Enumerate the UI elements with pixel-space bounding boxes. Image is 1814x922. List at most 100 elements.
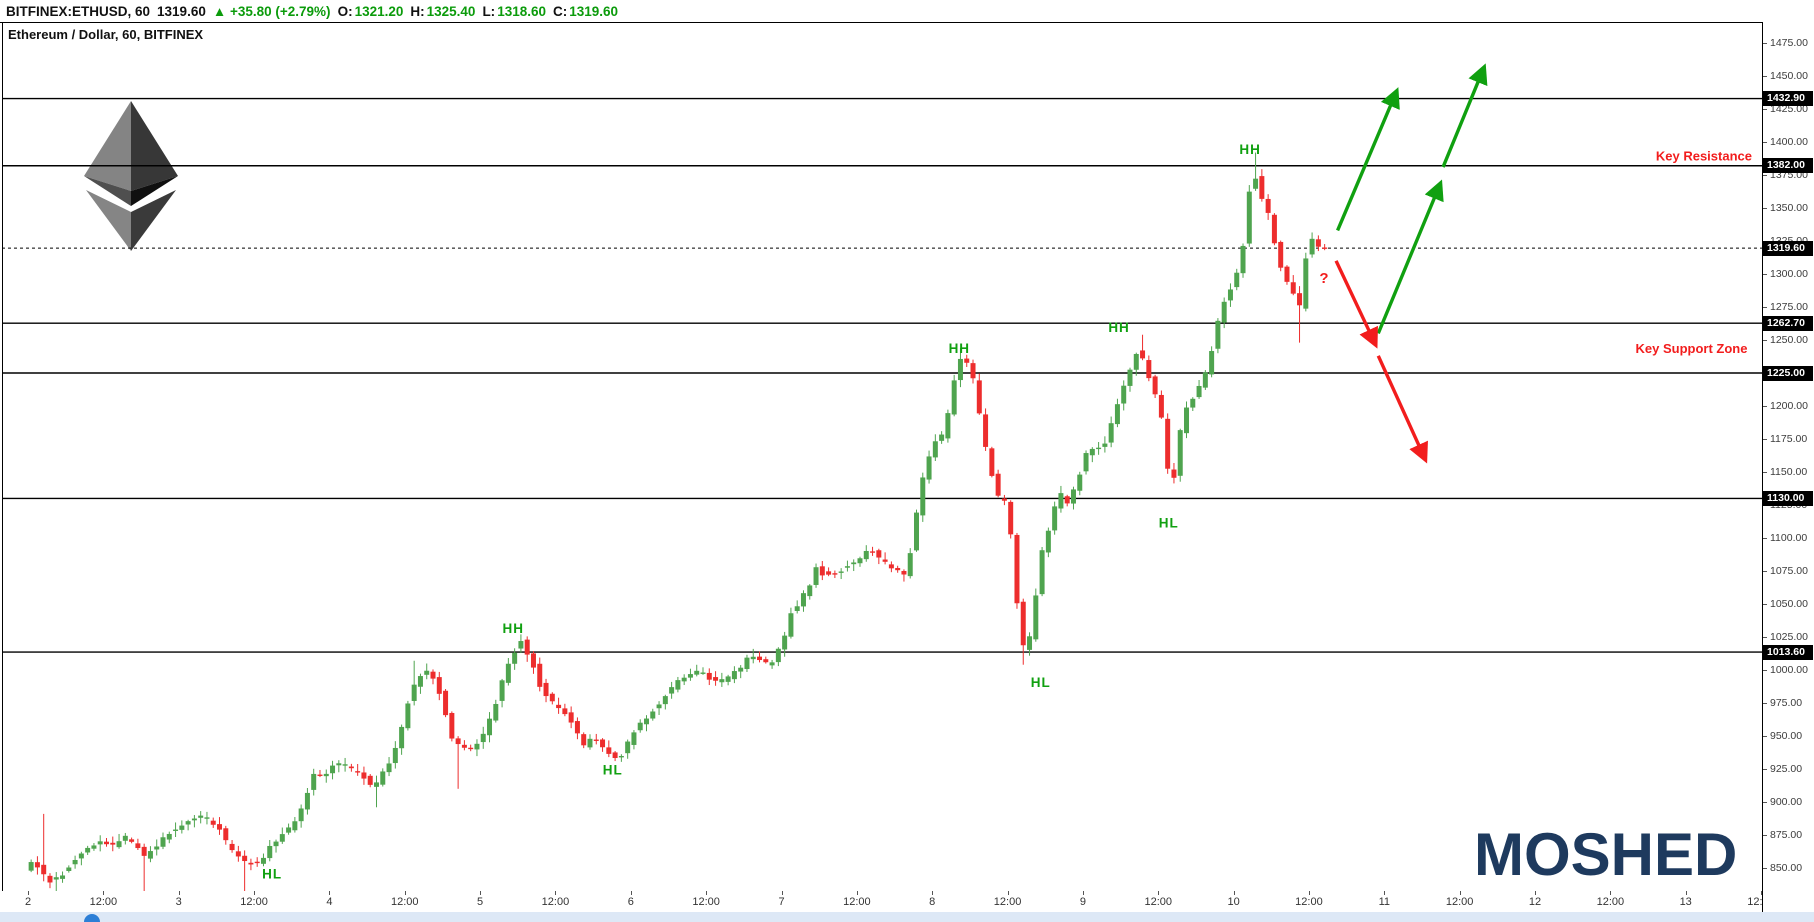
time-tick-label: 12:00 — [1295, 896, 1323, 908]
time-tick-label: 8 — [929, 896, 936, 908]
time-tick-label: 10 — [1227, 896, 1240, 908]
bullish-projection-arrow — [1441, 63, 1488, 168]
ohlc-open: O: 1321.20 — [338, 4, 404, 19]
key-resistance-label: Key Resistance — [1656, 149, 1752, 164]
time-tick — [1082, 891, 1084, 895]
low-value: 1318.60 — [497, 3, 546, 19]
time-tick — [932, 891, 934, 895]
price-tick-label: 975.00 — [1762, 697, 1803, 709]
time-tick — [329, 891, 331, 895]
close-label: C: — [553, 3, 568, 19]
time-tick-label: 7 — [778, 896, 785, 908]
price-tick-label: 925.00 — [1762, 763, 1803, 775]
price-tick-label: 1100.00 — [1762, 532, 1808, 544]
time-tick-label: 12:00 — [240, 896, 268, 908]
candlesticks — [28, 152, 1328, 894]
low-label: L: — [482, 3, 496, 19]
time-tick-label: 3 — [175, 896, 182, 908]
bearish-projection-arrow — [1376, 355, 1428, 464]
horizontal-levels — [2, 97, 1762, 653]
high-value: 1325.40 — [426, 3, 476, 19]
time-tick-label: 12:00 — [993, 896, 1022, 908]
price-tick-label: 875.00 — [1762, 829, 1803, 841]
ohlc-high: H: 1325.40 — [410, 4, 475, 19]
time-tick — [630, 891, 632, 895]
time-tick-label: 11 — [1378, 896, 1391, 908]
time-tick-label: 9 — [1079, 896, 1086, 908]
time-tick — [254, 891, 256, 895]
time-tick — [1007, 891, 1009, 895]
price-tick-label: 1025.00 — [1763, 631, 1808, 643]
price-level-badge: 1382.00 — [1763, 158, 1813, 174]
trend-arrows — [1334, 63, 1488, 464]
close-value: 1319.60 — [569, 3, 619, 19]
price-tick-label: 900.00 — [1762, 796, 1803, 808]
time-tick — [1761, 891, 1763, 895]
time-tick — [1610, 891, 1612, 895]
price-tick-label: 1200.00 — [1763, 400, 1808, 412]
footer-strip — [0, 912, 1814, 922]
price-level-badge: 1319.60 — [1763, 240, 1813, 256]
price-level-badge: 1225.00 — [1763, 365, 1813, 381]
symbol-name: BITFINEX:ETHUSD, 60 — [6, 3, 151, 19]
time-tick — [856, 891, 858, 895]
time-tick-label: 2 — [24, 896, 32, 908]
price-change: ▲ +35.80 (+2.79%) — [213, 4, 331, 19]
price-tick-label: 1350.00 — [1763, 202, 1808, 214]
ohlc-low: L: 1318.60 — [482, 4, 546, 19]
time-tick — [1685, 891, 1687, 895]
price-level-badge: 1013.60 — [1763, 644, 1813, 660]
time-tick — [28, 891, 29, 895]
time-tick — [480, 891, 482, 895]
time-tick-label: 12:00 — [390, 896, 419, 908]
price-tick-label: 1250.00 — [1763, 334, 1808, 346]
time-axis-scale[interactable]: 2 12:00 3 12:00 4 12:00 5 12:00 6 12:00 7 12:00 8 12:… — [0, 891, 1814, 912]
last-price: 1319.60 — [157, 3, 206, 19]
moshed-watermark: MOSHED — [1474, 821, 1738, 888]
time-tick-label: 12:00 — [541, 896, 570, 908]
time-tick — [781, 891, 783, 895]
ethereum-logo-icon — [84, 101, 178, 251]
swing-label-hh: HH — [503, 621, 525, 636]
time-tick-label: 12:00 — [89, 896, 118, 908]
price-axis-scale[interactable]: 850.00 875.00 900.00 925.00 950.00 975.00 1000… — [1762, 22, 1814, 891]
swing-label-hl: HL — [1031, 675, 1051, 690]
time-tick-label: 12:00 — [843, 896, 871, 908]
bullish-projection-arrow — [1336, 87, 1400, 232]
swing-label-hl: HL — [1159, 515, 1179, 530]
time-tick — [555, 891, 557, 895]
time-tick — [404, 891, 406, 895]
swing-labels: HL HH HL HH HL HH HL HH — [262, 142, 1261, 882]
key-support-label: Key Support Zone — [1636, 341, 1748, 356]
price-tick-label: 1175.00 — [1762, 433, 1808, 445]
price-tick-label: 1050.00 — [1763, 598, 1808, 610]
time-tick-label: 12:00 — [1144, 896, 1173, 908]
time-tick — [1233, 891, 1235, 895]
price-tick-label: 1275.00 — [1763, 301, 1808, 313]
price-tick-label: 850.00 — [1762, 862, 1803, 874]
price-level-badge: 1262.70 — [1763, 315, 1813, 331]
question-mark-label: ? — [1319, 270, 1328, 287]
swing-label-hh: HH — [1239, 142, 1261, 157]
footer-app-icon[interactable] — [84, 914, 100, 922]
ohlc-close: C: 1319.60 — [553, 4, 618, 19]
price-tick-label: 1000.00 — [1763, 664, 1808, 676]
bullish-projection-arrow — [1376, 179, 1444, 335]
time-tick — [178, 891, 180, 895]
time-tick-label: 12:00 — [1445, 896, 1474, 908]
time-tick — [1308, 891, 1310, 895]
time-tick — [1384, 891, 1386, 895]
swing-label-hl: HL — [603, 762, 623, 777]
price-tick-label: 1300.00 — [1763, 268, 1808, 280]
time-tick-label: 12:00 — [1596, 896, 1625, 908]
symbol-header: BITFINEX:ETHUSD, 60 1319.60 ▲ +35.80 (+2… — [0, 0, 1814, 22]
price-level-badge: 1432.90 — [1763, 91, 1813, 107]
axis-corner — [1763, 891, 1814, 912]
high-label: H: — [410, 3, 425, 19]
time-tick-label: 12:00 — [692, 896, 720, 908]
price-tick-label: 1400.00 — [1763, 136, 1808, 148]
change-value: +35.80 (+2.79%) — [229, 3, 331, 19]
time-tick — [1535, 891, 1536, 895]
time-tick — [1158, 891, 1160, 895]
